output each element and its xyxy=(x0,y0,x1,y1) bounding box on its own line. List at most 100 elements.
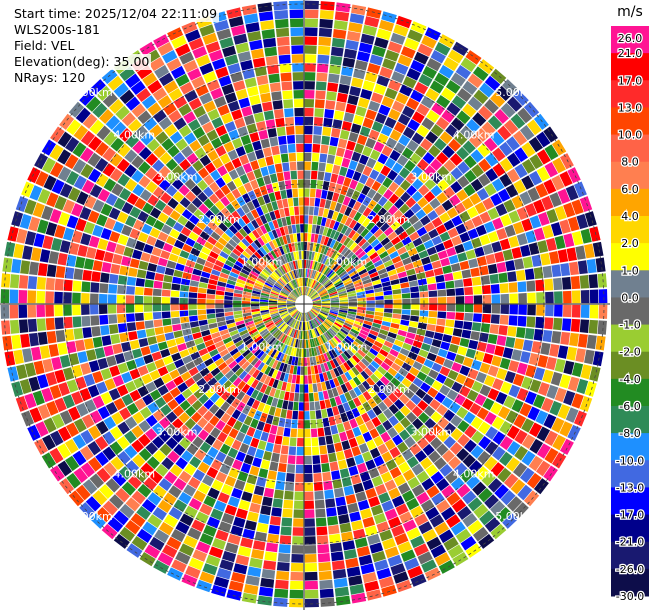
range-gate xyxy=(280,311,289,316)
range-gate xyxy=(247,566,262,578)
range-gate xyxy=(140,132,154,146)
range-gate xyxy=(91,271,101,282)
range-gate xyxy=(415,388,427,399)
range-gate xyxy=(317,234,323,244)
range-gate xyxy=(362,117,374,129)
range-gate xyxy=(293,81,304,90)
range-gate xyxy=(496,368,508,381)
range-gate xyxy=(383,312,393,318)
range-gate xyxy=(457,506,472,521)
range-gate xyxy=(264,46,278,57)
range-gate xyxy=(445,280,455,289)
range-gate xyxy=(241,592,257,604)
range-gate xyxy=(343,322,353,328)
range-gate xyxy=(370,504,384,516)
radar-ray xyxy=(304,312,351,606)
range-gate xyxy=(293,500,304,510)
range-gate xyxy=(219,133,231,145)
range-gate xyxy=(367,398,377,409)
range-gate xyxy=(274,209,281,219)
range-gate xyxy=(80,445,94,461)
range-gate xyxy=(329,359,336,369)
range-gate xyxy=(497,467,512,483)
range-gate xyxy=(112,375,125,387)
range-gate xyxy=(378,576,395,589)
range-gate xyxy=(291,545,304,554)
range-gate xyxy=(288,307,297,312)
range-gate xyxy=(71,203,84,217)
range-gate xyxy=(96,85,112,102)
range-gate xyxy=(326,228,333,238)
range-gate xyxy=(471,380,483,393)
range-gate xyxy=(237,257,246,265)
range-gate xyxy=(268,524,280,535)
range-gate xyxy=(57,443,72,459)
range-gate xyxy=(290,170,298,180)
range-gate xyxy=(296,161,304,171)
range-gate xyxy=(381,584,397,597)
range-gate xyxy=(404,160,416,172)
range-gate xyxy=(257,2,273,13)
range-gate xyxy=(434,204,446,216)
range-gate xyxy=(307,287,311,296)
range-gate xyxy=(450,477,465,491)
range-gate xyxy=(384,308,393,314)
range-gate xyxy=(113,82,129,98)
range-gate xyxy=(490,284,500,294)
range-gate xyxy=(368,496,381,508)
range-gate xyxy=(228,467,240,479)
range-gate xyxy=(239,443,250,454)
range-gate xyxy=(310,170,318,180)
range-gate xyxy=(420,138,433,151)
range-gate xyxy=(280,343,286,353)
range-gate xyxy=(236,278,246,285)
range-gate xyxy=(45,317,55,331)
range-gate xyxy=(222,246,232,256)
range-gate xyxy=(317,544,330,554)
range-gate xyxy=(454,462,468,476)
range-gate xyxy=(126,285,135,295)
range-gate xyxy=(319,445,328,455)
colorbar-tick-label: 13.0 xyxy=(618,101,643,114)
range-gate xyxy=(158,430,171,443)
range-gate xyxy=(276,471,286,482)
range-gate xyxy=(542,369,554,384)
range-gate xyxy=(2,257,13,273)
range-gate xyxy=(305,312,308,322)
range-gate xyxy=(288,308,297,313)
range-gate xyxy=(318,162,326,172)
range-gate xyxy=(298,402,304,411)
range-gate xyxy=(268,325,277,332)
range-gate xyxy=(323,333,330,341)
range-gate xyxy=(0,289,10,304)
range-gate xyxy=(429,80,445,94)
range-gate xyxy=(400,417,411,429)
range-gate xyxy=(165,158,178,171)
range-gate xyxy=(509,293,518,304)
range-gate xyxy=(391,71,405,84)
range-gate xyxy=(325,247,332,257)
range-gate xyxy=(157,212,169,224)
range-gate xyxy=(498,272,508,283)
range-gate xyxy=(183,334,194,343)
range-gate xyxy=(299,339,303,349)
range-gate xyxy=(224,304,233,308)
range-gate xyxy=(195,511,209,524)
range-gate xyxy=(326,284,335,291)
range-gate xyxy=(275,341,282,350)
range-gate xyxy=(311,224,317,234)
radar-ray xyxy=(126,311,300,558)
range-gate xyxy=(516,327,526,339)
range-gate xyxy=(358,332,368,340)
range-gate xyxy=(230,24,246,37)
range-gate xyxy=(307,375,313,384)
range-gate xyxy=(308,311,315,319)
range-gate xyxy=(306,242,311,251)
range-gate xyxy=(36,318,47,332)
range-gate xyxy=(292,290,299,298)
range-gate xyxy=(77,351,88,364)
range-gate xyxy=(331,387,339,397)
range-gate xyxy=(482,397,495,411)
range-gate xyxy=(315,189,322,198)
range-gate xyxy=(185,237,196,247)
